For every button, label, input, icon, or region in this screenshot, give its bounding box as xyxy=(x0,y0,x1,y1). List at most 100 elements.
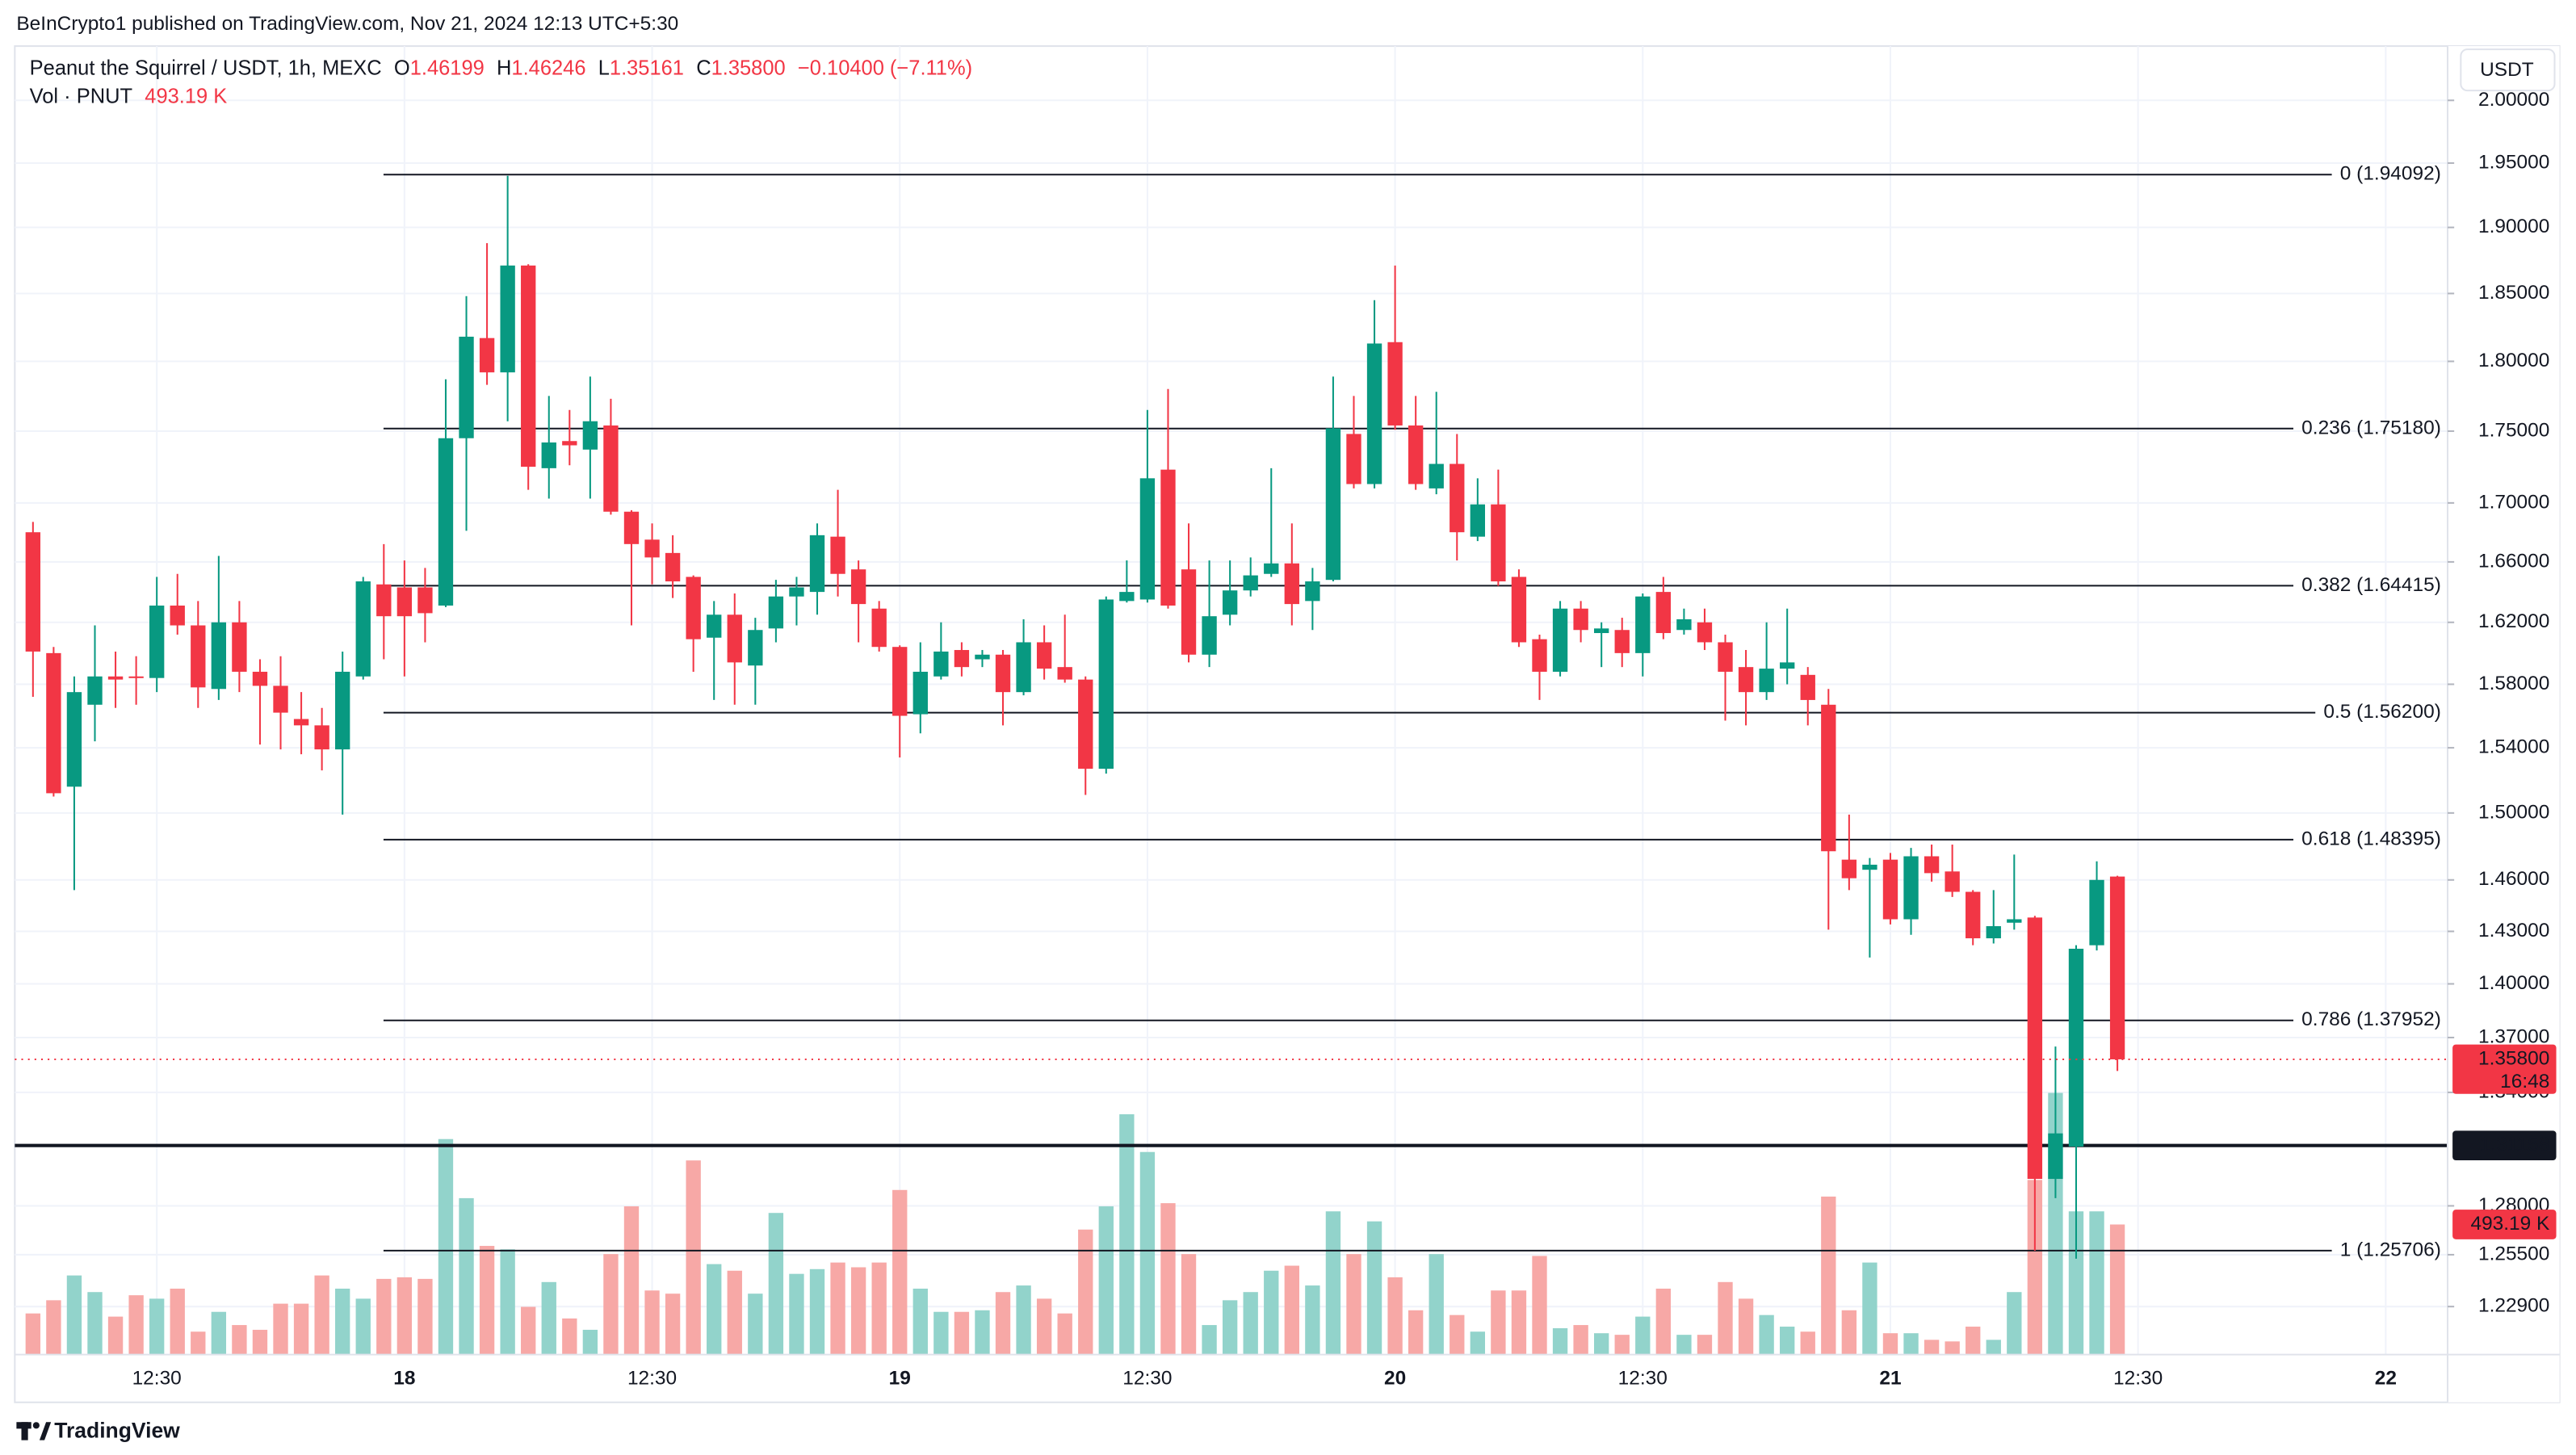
candle-body xyxy=(1264,563,1279,574)
candle-body xyxy=(892,647,908,716)
volume-bar xyxy=(1759,1315,1774,1355)
currency-button-label[interactable]: USDT xyxy=(2480,59,2534,81)
volume-bar xyxy=(1325,1211,1341,1355)
volume-bar xyxy=(149,1298,165,1355)
candle-body xyxy=(1450,463,1465,533)
candle-body xyxy=(273,686,288,713)
volume-bar xyxy=(87,1292,103,1355)
candle-body xyxy=(1986,926,2001,939)
legend-value: 1.35800 xyxy=(711,57,786,79)
x-tick-label: 12:30 xyxy=(1122,1368,1172,1390)
volume-bar xyxy=(1078,1229,1093,1355)
legend-change: −0.10400 (−7.11%) xyxy=(798,57,972,79)
volume-bar xyxy=(933,1311,949,1355)
hline-label: 1.31158 xyxy=(2480,1134,2550,1155)
volume-bar xyxy=(1532,1256,1547,1355)
volume-bar xyxy=(1718,1281,1733,1355)
volume-bar xyxy=(871,1262,887,1355)
currency-button[interactable]: USDT xyxy=(2460,48,2556,92)
candle-body xyxy=(830,536,845,574)
volume-bar xyxy=(1139,1151,1156,1355)
x-tick-label: 21 xyxy=(1879,1368,1901,1390)
volume-bar xyxy=(1882,1333,1898,1355)
candle-body xyxy=(1655,592,1672,634)
volume-bar xyxy=(1057,1313,1072,1355)
candle-body xyxy=(1924,856,1940,874)
legend-line: Peanut the Squirrel / USDT, 1h, MEXC O1.… xyxy=(30,57,972,79)
candle-body xyxy=(1470,504,1486,537)
candle-body xyxy=(1057,667,1072,680)
legend-value: 1.46199 xyxy=(410,57,485,79)
volume-bar xyxy=(1655,1288,1672,1355)
candle-body xyxy=(1862,864,1877,870)
volume-bar xyxy=(707,1264,722,1355)
candle-body xyxy=(149,605,165,678)
volume-bar xyxy=(1800,1331,1815,1355)
candle-body xyxy=(954,650,970,668)
volume-bar xyxy=(1429,1254,1444,1355)
volume-bar xyxy=(232,1325,247,1355)
fib-label: 0.5 (1.56200) xyxy=(2323,701,2440,723)
candle-body xyxy=(376,584,392,617)
volume-bar xyxy=(2027,1180,2043,1355)
volume-bar xyxy=(335,1288,350,1355)
volume-bar xyxy=(1450,1315,1465,1355)
legend-symbol: Peanut the Squirrel / USDT, 1h, MEXC xyxy=(30,57,382,79)
candle-body xyxy=(1429,463,1444,488)
candle-body xyxy=(335,671,350,750)
currency-button-box[interactable] xyxy=(2460,48,2556,92)
candle-body xyxy=(686,577,701,639)
candle-body xyxy=(232,622,247,672)
candle-body xyxy=(1738,667,1754,693)
candle-body xyxy=(644,539,660,558)
candle-body xyxy=(1945,871,1960,892)
last-price-label: 1.35800 xyxy=(2478,1047,2549,1069)
y-tick-label: 2.00000 xyxy=(2478,89,2549,111)
candle-body xyxy=(1036,642,1052,669)
hline-tag xyxy=(2452,1130,2557,1161)
candle-body xyxy=(521,265,536,468)
candle-body xyxy=(1078,679,1093,769)
x-tick-label: 19 xyxy=(889,1368,911,1390)
volume-bar xyxy=(396,1277,413,1355)
candle-body xyxy=(541,442,556,468)
candle-body xyxy=(396,587,413,617)
volume-bar xyxy=(789,1273,804,1355)
y-tick-label: 1.43000 xyxy=(2478,920,2549,941)
volume-bar xyxy=(1181,1254,1197,1355)
volume-bar xyxy=(1945,1341,1960,1355)
x-tick-label: 22 xyxy=(2375,1368,2397,1390)
candle-body xyxy=(500,265,515,373)
volume-bar xyxy=(1593,1333,1609,1355)
volume-bar xyxy=(1491,1290,1506,1355)
volume-bar xyxy=(850,1267,866,1355)
candle-body xyxy=(1593,628,1609,634)
candle-body xyxy=(1841,859,1857,878)
candle-body xyxy=(603,425,619,512)
x-tick-label: 12:30 xyxy=(2113,1368,2163,1390)
candle-body xyxy=(479,338,495,373)
fib-label: 0 (1.94092) xyxy=(2340,163,2441,185)
candle-body xyxy=(355,581,371,677)
volume-bar xyxy=(748,1294,763,1355)
volume-bar xyxy=(1635,1316,1651,1355)
candle-body xyxy=(2089,879,2104,946)
volume-bar xyxy=(768,1213,784,1355)
y-tick-label: 1.50000 xyxy=(2478,801,2549,823)
volume-bar xyxy=(1924,1340,1940,1355)
candle-body xyxy=(459,336,474,438)
legend-key: O xyxy=(394,57,410,79)
candles-layer xyxy=(15,175,2448,1259)
candle-body xyxy=(191,625,206,688)
volume-bar xyxy=(1284,1265,1299,1355)
fib-label: 0.236 (1.75180) xyxy=(2301,417,2441,438)
volume-bar xyxy=(582,1329,598,1355)
volume-bar xyxy=(25,1313,41,1355)
candle-body xyxy=(562,441,577,446)
volume-bar xyxy=(107,1316,124,1355)
candle-body xyxy=(1119,592,1135,602)
tradingview-logo: TradingView xyxy=(16,1418,180,1442)
legend-key: L xyxy=(598,57,610,79)
